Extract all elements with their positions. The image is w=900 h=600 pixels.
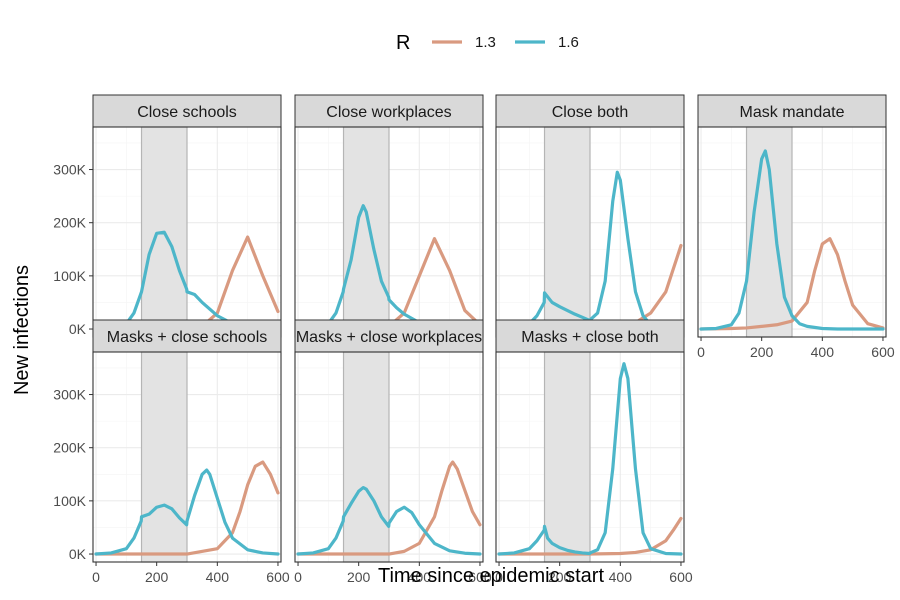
series-line-r-1-6 xyxy=(497,362,683,556)
x-tick-label: 600 xyxy=(468,569,492,585)
strip-title: Masks + close both xyxy=(521,329,658,346)
x-tick-label: 200 xyxy=(145,569,169,585)
strip-title: Close workplaces xyxy=(326,104,451,121)
strip-background xyxy=(495,94,685,128)
series-line-r-1-6 xyxy=(699,149,885,331)
panel-close-schools: Close schools 0K 100K 200K 300K xyxy=(53,94,282,338)
strip-title: Close both xyxy=(552,104,629,121)
strip-background xyxy=(294,94,484,128)
x-tick-label: 600 xyxy=(266,569,290,585)
series-group xyxy=(699,149,885,331)
intervention-window xyxy=(543,126,591,338)
panel-mask-mandate: Mask mandate 0 200 400 600 xyxy=(697,94,895,360)
panel-border xyxy=(697,126,887,338)
x-tick-label: 200 xyxy=(347,569,371,585)
intervention-window xyxy=(342,351,390,563)
panel-close-both: Close both xyxy=(495,94,685,338)
intervention-window xyxy=(543,351,591,563)
x-tick-label: 600 xyxy=(871,344,895,360)
strip-title: Mask mandate xyxy=(740,104,845,121)
x-tick-label: 0 xyxy=(697,344,705,360)
x-tick-label: 400 xyxy=(408,569,432,585)
y-tick-label: 200K xyxy=(53,215,86,231)
legend-label-r-1-6: 1.6 xyxy=(558,34,579,51)
x-tick-label: 400 xyxy=(609,569,633,585)
x-tick-label: 200 xyxy=(750,344,774,360)
x-tick-label: 0 xyxy=(495,569,503,585)
x-tick-label: 600 xyxy=(669,569,693,585)
x-tick-label: 400 xyxy=(811,344,835,360)
series-group xyxy=(497,362,683,556)
strip-title: Close schools xyxy=(137,104,237,121)
y-tick-label: 300K xyxy=(53,387,86,403)
panel-border xyxy=(92,351,282,563)
y-tick-label: 100K xyxy=(53,268,86,284)
panel-close-workplaces: Close workplaces xyxy=(294,94,484,338)
x-tick-label: 0 xyxy=(294,569,302,585)
series-line-r-1-3 xyxy=(296,460,482,556)
y-axis-title: New infections xyxy=(11,265,33,395)
x-tick-label: 400 xyxy=(206,569,230,585)
x-axis-title: Time since epidemic start xyxy=(378,565,604,587)
legend-title: R xyxy=(396,32,410,54)
series-line-r-1-6 xyxy=(296,485,482,556)
panel-masks-close-schools: Masks + close schools 0K 100K 200K 300K 0 200 4… xyxy=(53,319,290,585)
x-tick-label: 200 xyxy=(548,569,572,585)
strip-title: Masks + close workplaces xyxy=(296,329,482,346)
series-line-r-1-6 xyxy=(94,468,280,556)
y-tick-label: 200K xyxy=(53,440,86,456)
strip-background xyxy=(697,94,887,128)
series-line-r-1-3 xyxy=(497,516,683,556)
series-line-r-1-3 xyxy=(94,460,280,556)
panel-border xyxy=(294,351,484,563)
series-group xyxy=(296,460,482,556)
x-tick-label: 0 xyxy=(92,569,100,585)
panel-masks-close-workplaces: Masks + close workplaces 0 200 400 600 xyxy=(294,319,492,585)
y-tick-label: 300K xyxy=(53,162,86,178)
y-tick-label: 0K xyxy=(69,321,87,337)
panel-masks-close-both: Masks + close both 0 200 400 600 xyxy=(495,319,693,585)
strip-background xyxy=(92,94,282,128)
strip-background xyxy=(495,319,685,353)
facet-panels: Close schools 0K 100K 200K 300K Close workpla… xyxy=(53,94,895,585)
y-tick-label: 100K xyxy=(53,493,86,509)
series-group xyxy=(94,460,280,556)
strip-background xyxy=(92,319,282,353)
intervention-window xyxy=(342,126,390,338)
legend-label-r-1-3: 1.3 xyxy=(475,34,496,51)
strip-background xyxy=(294,319,484,353)
series-line-r-1-3 xyxy=(699,237,885,331)
panel-border xyxy=(495,351,685,563)
intervention-window xyxy=(140,351,188,563)
strip-title: Masks + close schools xyxy=(107,329,268,346)
legend: R 1.3 1.6 xyxy=(396,32,579,54)
y-tick-label: 0K xyxy=(69,546,87,562)
